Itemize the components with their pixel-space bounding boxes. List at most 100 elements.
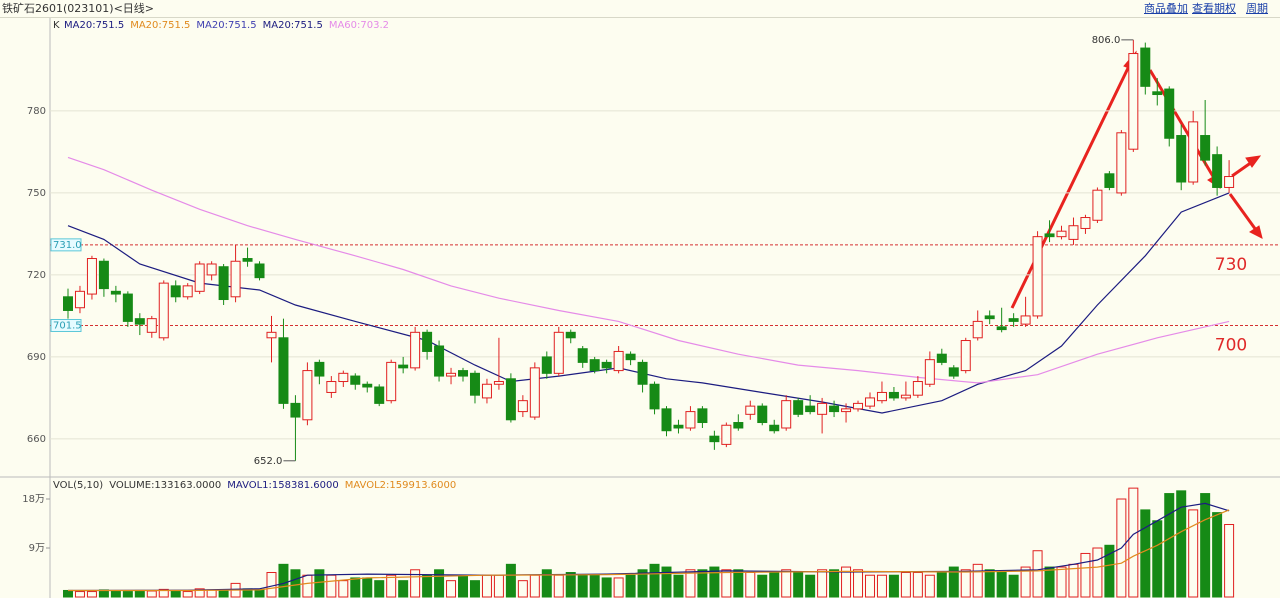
volume-bar [900, 572, 911, 598]
volume-bar [888, 574, 899, 598]
candle-body [386, 361, 397, 402]
candle-body [1008, 318, 1019, 322]
volume-bar [853, 569, 864, 598]
candle-body [912, 381, 923, 396]
candle-body [637, 361, 648, 385]
candle-body [757, 405, 768, 424]
volume-bar [422, 574, 433, 598]
candle-body [613, 350, 624, 372]
candle-body [1032, 236, 1043, 317]
volume-bar [1020, 566, 1031, 598]
candle-body [553, 331, 564, 374]
volume-bar [661, 566, 672, 598]
candle-body [1212, 154, 1223, 188]
candle-body [853, 402, 864, 410]
volume-bar [601, 577, 612, 598]
y-tick-label: 18万 [22, 494, 45, 505]
volume-bar [709, 566, 720, 598]
candle-body [1080, 217, 1091, 229]
candle-body [936, 353, 947, 363]
candle-body [817, 402, 828, 415]
arrow-head [1249, 225, 1263, 239]
ma-line [67, 502, 1230, 592]
candle-body [170, 285, 181, 298]
volume-bar [876, 574, 887, 598]
volume-bar [829, 569, 840, 598]
volume-bar [1056, 566, 1067, 598]
candle-body [721, 424, 732, 445]
volume-bar [505, 563, 516, 598]
volume-bar [146, 590, 157, 598]
volume-bar [1092, 547, 1103, 598]
legend-entry: MA20:751.5 [64, 20, 124, 31]
candle-body [505, 378, 516, 421]
candle-body [63, 296, 73, 311]
candle-body [541, 356, 552, 374]
volume-bar [206, 589, 217, 598]
candle-body [1224, 176, 1235, 188]
volume-bar [314, 569, 325, 598]
volume-bar [960, 569, 971, 598]
candle-body [398, 364, 409, 369]
volume-bar [721, 569, 732, 598]
link[interactable]: 商品叠加 [1144, 2, 1188, 15]
reference-label: 701.5 [53, 320, 82, 331]
candle-body [194, 263, 205, 292]
volume-bar [218, 589, 229, 598]
legend-entry: MA20:751.5 [263, 20, 323, 31]
header-title: 铁矿石2601(023101)<日线> [2, 2, 155, 15]
volume-bar [1008, 574, 1019, 598]
candle-body [1020, 315, 1031, 325]
header: 铁矿石2601(023101)<日线> 商品叠加 查看期权 周期 [0, 0, 1280, 18]
volume-bar [446, 580, 457, 598]
candle-body [422, 331, 433, 352]
volume-bar [625, 574, 636, 598]
candle-body [242, 258, 253, 262]
volume-bar [110, 590, 121, 598]
candle-body [446, 372, 457, 377]
arrow-head [1245, 155, 1262, 168]
volume-bar [996, 572, 1007, 598]
volume-bar [613, 577, 624, 598]
candle-body [1116, 132, 1127, 194]
volume-bar [649, 563, 660, 598]
volume-bar [565, 572, 576, 598]
volume-bar [398, 580, 409, 598]
candle-body [1092, 189, 1103, 221]
volume-bar [817, 569, 828, 598]
volume-bar [74, 591, 85, 598]
volume-bar [1104, 544, 1115, 598]
legend-entry: MAVOL2:159913.6000 [345, 480, 456, 491]
volume-bar [541, 569, 552, 598]
candle-body [230, 260, 241, 298]
volume-bar [1152, 520, 1163, 598]
volume-bar [936, 572, 947, 598]
volume-bar [1200, 493, 1211, 598]
arrow-line [1010, 63, 1132, 309]
volume-bar [493, 574, 504, 598]
y-tick-label: 9万 [29, 543, 45, 554]
candle-body [374, 386, 385, 404]
candle-body [1188, 121, 1199, 183]
candle-body [362, 383, 373, 388]
candle-body [661, 408, 672, 432]
volume-bar [302, 574, 313, 598]
volume-bar [685, 569, 696, 598]
volume-bar [984, 569, 995, 598]
volume-bar [374, 580, 385, 598]
volume-bar [697, 569, 708, 598]
candle-body [206, 263, 217, 276]
volume-bar [1176, 490, 1187, 598]
volume-bar [841, 566, 852, 598]
y-tick-label: 720 [27, 270, 46, 281]
volume-bar [290, 569, 301, 598]
candle-body [110, 290, 121, 295]
volume-bar [745, 572, 756, 598]
volume-bar [637, 569, 648, 598]
link[interactable]: 查看期权 [1192, 2, 1236, 15]
legend-title: K [53, 20, 60, 31]
volume-bar [362, 577, 373, 598]
link[interactable]: 周期 [1246, 2, 1268, 15]
candle-body [1176, 135, 1187, 183]
